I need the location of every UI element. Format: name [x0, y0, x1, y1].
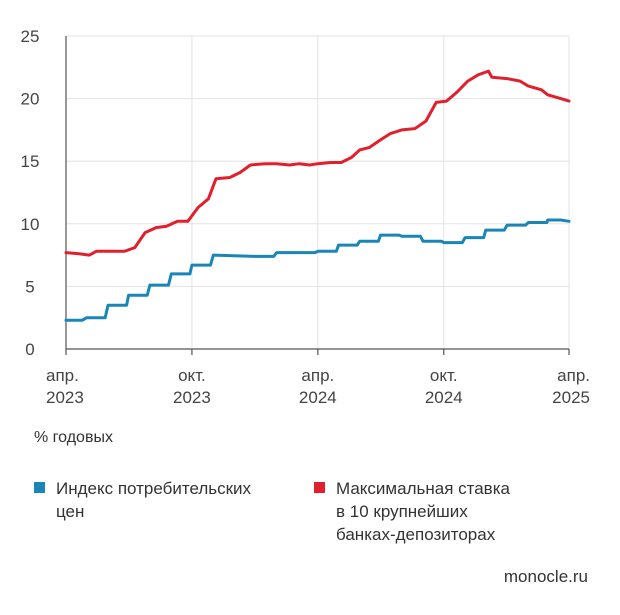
y-tick-label: 15: [21, 152, 40, 171]
x-tick-month: окт.: [430, 366, 458, 385]
series-lines: [64, 69, 571, 322]
x-tick-year: 2024: [299, 388, 337, 407]
legend-item-cpi: Индекс потребительских цен: [34, 477, 251, 523]
x-tick-month: апр.: [46, 366, 79, 385]
y-tick-label: 20: [21, 90, 40, 109]
legend-swatch-cpi: [34, 482, 45, 493]
legend-label-cpi: Индекс потребительских цен: [56, 479, 252, 521]
x-tick-month: апр.: [301, 366, 334, 385]
source-credit: monocle.ru: [503, 567, 588, 586]
x-tick-year: 2024: [425, 388, 463, 407]
x-tick-month: апр.: [557, 366, 590, 385]
legend-swatch-deposit-rate: [314, 482, 325, 493]
grid: [65, 35, 570, 349]
y-tick-label: 25: [21, 27, 40, 46]
y-tick-label: 5: [25, 277, 34, 296]
y-unit-label: % годовых: [34, 429, 113, 446]
y-tick-label: 0: [25, 340, 34, 359]
y-tick-label: 10: [21, 215, 40, 234]
x-tick-year: 2023: [173, 388, 211, 407]
x-tick-year: 2023: [46, 388, 84, 407]
x-tick-year: 2025: [552, 388, 590, 407]
series-line-deposit-rate: [64, 69, 571, 257]
series-line-cpi: [64, 218, 571, 322]
axes: [65, 36, 570, 355]
x-tick-month: окт.: [178, 366, 206, 385]
chart-plot: 0510152025апр.2023окт.2023апр.2024окт.20…: [21, 27, 590, 407]
tick-labels: 0510152025апр.2023окт.2023апр.2024окт.20…: [21, 27, 590, 407]
legend-item-deposit-rate: Максимальная ставка в 10 крупнейших банк…: [314, 477, 510, 546]
legend-label-deposit-rate: Максимальная ставка в 10 крупнейших банк…: [336, 479, 510, 544]
